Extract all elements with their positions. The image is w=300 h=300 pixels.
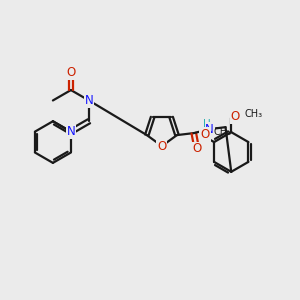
Text: N: N [85, 94, 93, 107]
Text: O: O [66, 66, 76, 79]
Text: N: N [205, 123, 214, 136]
Text: O: O [157, 140, 167, 152]
Text: O: O [231, 110, 240, 123]
Text: CH₃: CH₃ [214, 127, 232, 137]
Text: N: N [67, 125, 75, 138]
Text: O: O [192, 142, 201, 155]
Text: CH₃: CH₃ [244, 109, 262, 119]
Text: O: O [200, 128, 210, 141]
Text: H: H [203, 119, 211, 129]
